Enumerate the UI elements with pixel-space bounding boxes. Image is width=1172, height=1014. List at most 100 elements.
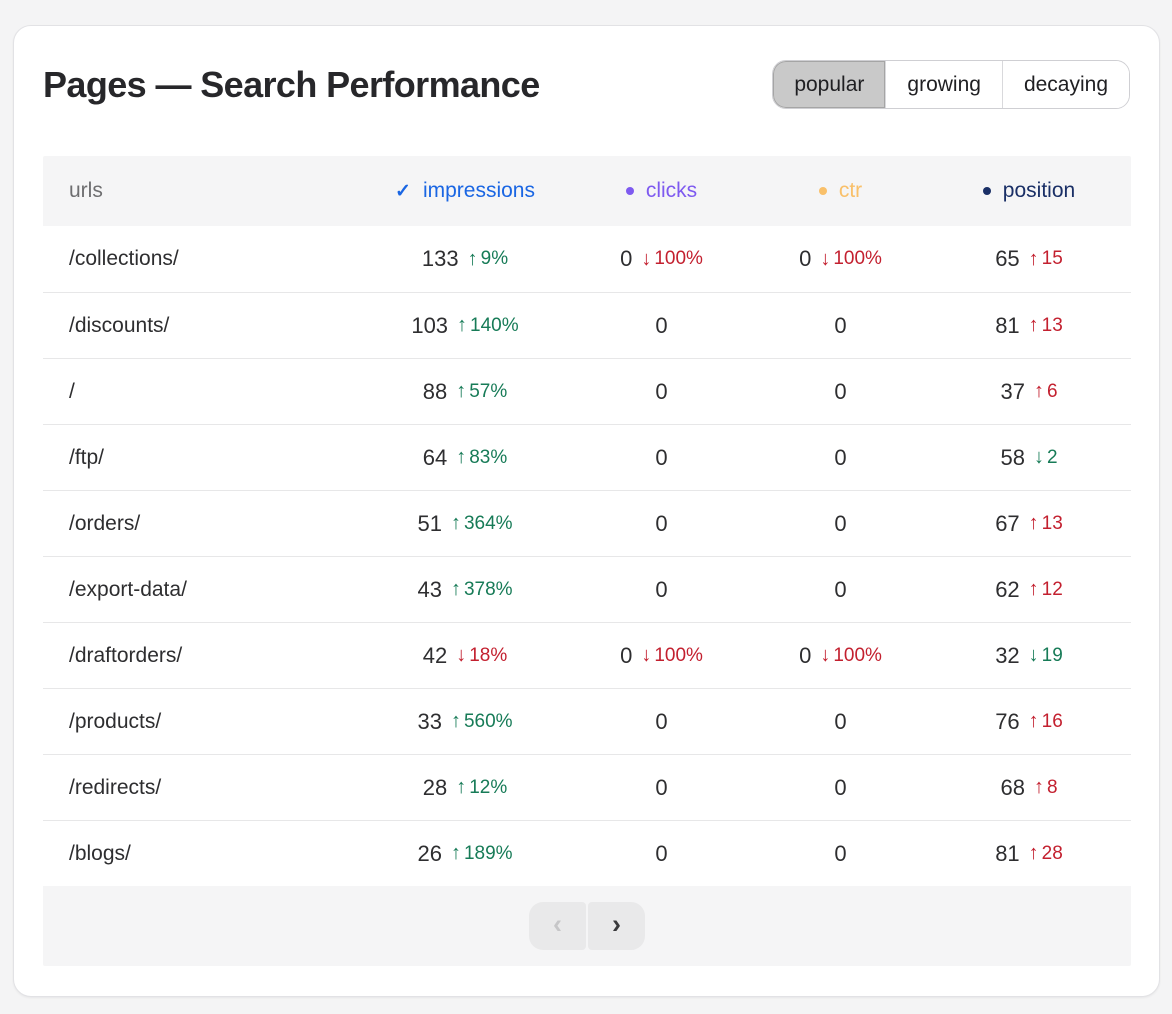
column-ctr-label: ctr <box>838 179 863 203</box>
arrow-up-icon: ↑ <box>450 578 461 601</box>
metric-value: 28 <box>422 774 448 800</box>
metric-value: 62 <box>995 576 1020 602</box>
metric-change: ↓ 100% <box>820 248 882 271</box>
change-delta: 6 <box>1046 380 1058 402</box>
clicks-cell: 0 <box>569 577 754 603</box>
ctr-cell: 0 <box>754 841 927 867</box>
metric-value: 76 <box>995 708 1020 734</box>
metric-change: ↑ 16 <box>1029 710 1063 733</box>
card-header: Pages — Search Performance popular growi… <box>43 60 1130 110</box>
arrow-up-icon: ↑ <box>1028 247 1039 270</box>
url-cell[interactable]: /collections/ <box>69 247 179 271</box>
ctr-cell: 0 ↓ 100% <box>754 246 927 272</box>
metric-change: ↑ 12% <box>456 776 507 799</box>
change-delta: 9% <box>480 248 509 270</box>
metric-value: 0 <box>655 312 668 338</box>
url-cell[interactable]: / <box>69 379 75 403</box>
ctr-cell: 0 ↓ 100% <box>754 643 927 669</box>
dot-icon-clicks <box>625 187 634 196</box>
next-page-button[interactable]: › <box>588 902 645 951</box>
metric-value: 33 <box>417 708 442 734</box>
metric-value: 0 <box>834 312 847 338</box>
clicks-cell: 0 <box>569 313 754 339</box>
pagination: ‹ › <box>529 902 645 951</box>
table-row: / 88 ↑ 57% 0 0 37 ↑ 6 <box>43 358 1131 425</box>
arrow-up-icon: ↑ <box>1033 776 1044 799</box>
metric-value: 64 <box>422 444 448 470</box>
url-cell[interactable]: /discounts/ <box>69 313 170 337</box>
metric-value: 67 <box>995 510 1020 536</box>
position-cell: 67 ↑ 13 <box>927 511 1131 537</box>
arrow-up-icon: ↑ <box>450 710 461 733</box>
metric-value: 81 <box>995 840 1020 866</box>
search-performance-card: Pages — Search Performance popular growi… <box>13 25 1160 997</box>
metric-change: ↑ 15 <box>1029 248 1063 271</box>
dot-icon-position <box>982 187 991 196</box>
metric-value: 43 <box>417 576 442 602</box>
metric-value: 0 <box>655 444 668 470</box>
metric-change: ↑ 83% <box>456 446 507 469</box>
metric-change: ↑ 364% <box>451 512 513 535</box>
column-impressions[interactable]: ✓ impressions <box>361 179 569 203</box>
tab-growing[interactable]: growing <box>885 61 1002 109</box>
chevron-right-icon: › <box>612 909 621 940</box>
ctr-cell: 0 <box>754 775 927 801</box>
change-delta: 8 <box>1046 776 1058 798</box>
table-row: /draftorders/ 42 ↓ 18% 0 ↓ 100% 0 ↓ 100% 32 ↓ 19 <box>43 622 1131 689</box>
chevron-left-icon: ‹ <box>553 909 562 940</box>
change-delta: 57% <box>469 380 508 402</box>
metric-value: 58 <box>1000 444 1025 470</box>
metric-value: 37 <box>1000 378 1025 404</box>
metric-value: 0 <box>834 774 847 800</box>
metric-value: 133 <box>421 246 459 272</box>
metric-value: 0 <box>655 840 668 866</box>
url-cell[interactable]: /products/ <box>69 709 162 733</box>
position-cell: 58 ↓ 2 <box>927 445 1131 471</box>
url-cell[interactable]: /export-data/ <box>69 577 187 601</box>
previous-page-button[interactable]: ‹ <box>529 902 586 951</box>
clicks-cell: 0 ↓ 100% <box>569 643 754 669</box>
column-ctr[interactable]: ctr <box>754 179 927 203</box>
table-row: /blogs/ 26 ↑ 189% 0 0 81 ↑ 28 <box>43 820 1131 887</box>
arrow-up-icon: ↑ <box>456 776 467 799</box>
metric-value: 26 <box>417 840 442 866</box>
url-cell[interactable]: /redirects/ <box>69 775 162 799</box>
metric-change: ↓ 100% <box>641 248 703 271</box>
metric-value: 0 <box>834 840 847 866</box>
table-body: /collections/ 133 ↑ 9% 0 ↓ 100% 0 ↓ 100% 65 ↑ 15… <box>43 226 1131 887</box>
url-cell[interactable]: /ftp/ <box>69 445 105 469</box>
url-cell[interactable]: /draftorders/ <box>69 643 183 667</box>
metric-change: ↑ 8 <box>1034 776 1058 799</box>
column-clicks[interactable]: clicks <box>569 179 754 203</box>
column-position[interactable]: position <box>927 179 1131 203</box>
change-delta: 100% <box>654 248 703 270</box>
change-delta: 364% <box>463 512 513 534</box>
metric-value: 0 <box>834 708 847 734</box>
clicks-cell: 0 ↓ 100% <box>569 246 754 272</box>
metric-value: 0 <box>655 510 668 536</box>
metric-change: ↑ 12 <box>1029 578 1063 601</box>
url-cell[interactable]: /blogs/ <box>69 841 131 865</box>
metric-change: ↑ 13 <box>1029 314 1063 337</box>
position-cell: 65 ↑ 15 <box>927 246 1131 272</box>
metric-value: 32 <box>995 642 1020 668</box>
impressions-cell: 133 ↑ 9% <box>361 246 569 272</box>
arrow-down-icon: ↓ <box>820 247 831 270</box>
impressions-cell: 42 ↓ 18% <box>361 643 569 669</box>
tab-popular[interactable]: popular <box>773 61 886 109</box>
arrow-up-icon: ↑ <box>1028 710 1039 733</box>
position-cell: 81 ↑ 13 <box>927 313 1131 339</box>
ctr-cell: 0 <box>754 709 927 735</box>
metric-value: 65 <box>995 246 1020 272</box>
page-title: Pages — Search Performance <box>43 63 540 105</box>
column-impressions-label: impressions <box>422 179 535 203</box>
arrow-up-icon: ↑ <box>1028 842 1039 865</box>
change-delta: 16 <box>1041 710 1063 732</box>
change-delta: 100% <box>833 248 882 270</box>
arrow-up-icon: ↑ <box>1028 314 1039 337</box>
change-delta: 12 <box>1041 578 1063 600</box>
metric-change: ↑ 57% <box>456 380 507 403</box>
tab-decaying[interactable]: decaying <box>1001 61 1129 109</box>
column-urls: urls <box>43 179 361 203</box>
url-cell[interactable]: /orders/ <box>69 511 141 535</box>
